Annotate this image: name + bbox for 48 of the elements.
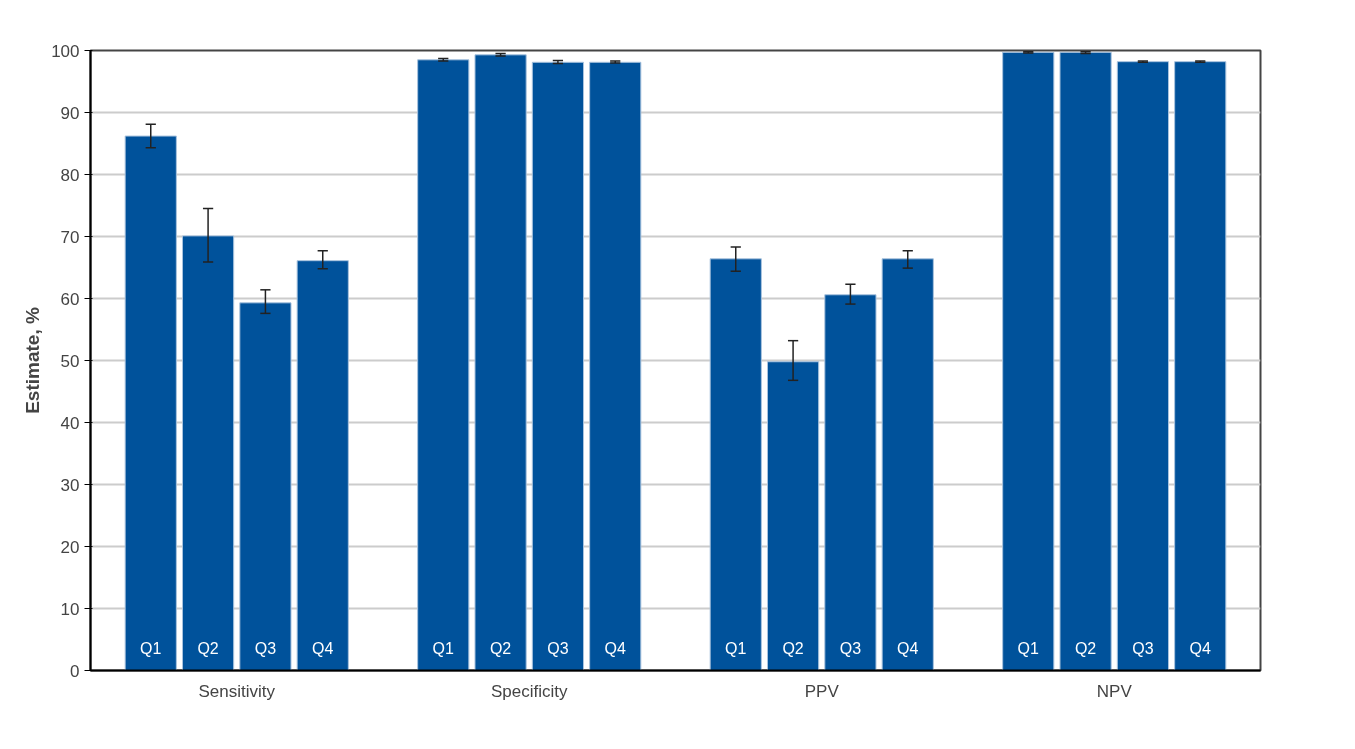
bar [124,135,177,671]
y-tick-label: 90 [60,103,80,123]
y-tick-label: 40 [60,413,80,433]
text: Q4 [897,639,919,657]
y-tick-label: 80 [60,165,80,185]
bar [474,54,527,671]
y-tick-label: 0 [70,661,80,681]
x-tick-label: PPV [804,681,840,701]
y-tick-label: 10 [60,599,80,619]
text: Q4 [604,639,626,657]
x-tick-label: Specificity [490,681,569,701]
bar [766,361,820,671]
bar [589,61,642,671]
bar [531,61,585,671]
bar [1059,51,1112,671]
y-axis-title: Estimate, % [22,307,44,414]
text: Q1 [725,639,747,657]
series-label: Q2 [197,639,219,657]
text: Q1 [432,639,454,657]
y-tick-label: 20 [60,537,80,557]
y-tick-label: 70 [60,227,80,247]
text: Q3 [547,639,569,657]
x-tick-label: NPV [1096,681,1133,701]
text: Q1 [1017,639,1039,657]
bar [824,294,877,671]
series-label: Q4 [312,639,334,657]
bar [296,260,349,671]
bar [1116,61,1170,671]
text: Q4 [1189,639,1211,657]
y-tick-label: 60 [60,289,80,309]
series-label: Q3 [254,639,277,657]
text: Q3 [1132,639,1154,657]
text: Q2 [489,639,512,657]
bar [1002,51,1055,671]
bar [239,302,292,671]
y-tick-label: 50 [60,351,80,371]
series-label: Q1 [140,639,162,657]
bar [709,258,762,671]
bar [1174,61,1227,671]
y-tick-label: 30 [60,475,80,495]
y-tick-label: 100 [51,41,80,61]
text: Q2 [782,639,804,657]
bar [181,235,235,671]
text: Q2 [1074,639,1097,657]
text: Q3 [839,639,862,657]
x-tick-label: Sensitivity [198,681,276,701]
bar [417,59,470,671]
bar [881,258,934,671]
